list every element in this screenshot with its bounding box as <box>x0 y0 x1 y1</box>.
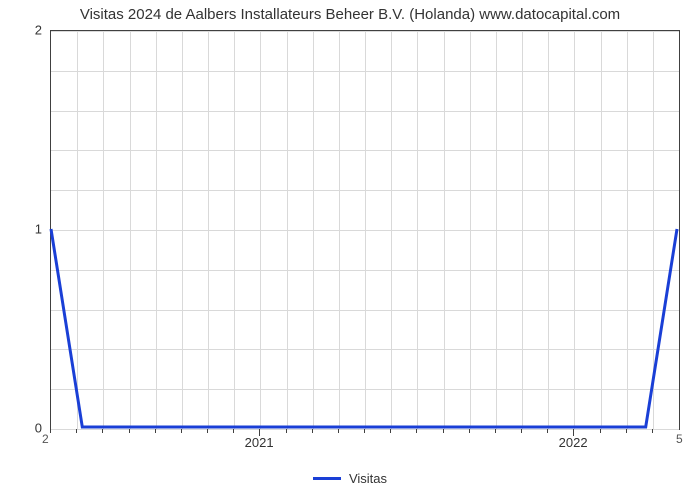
x-tick-minor <box>521 429 522 433</box>
legend-swatch <box>313 477 341 480</box>
plot-area <box>50 30 680 430</box>
x-tick-minor <box>443 429 444 433</box>
corner-right-label: 5 <box>676 432 683 446</box>
y-tick-label: 2 <box>12 23 42 38</box>
x-tick-minor <box>547 429 548 433</box>
x-tick-minor <box>495 429 496 433</box>
x-tick-minor <box>469 429 470 433</box>
x-tick-minor <box>233 429 234 433</box>
x-tick-minor <box>364 429 365 433</box>
x-tick-minor <box>207 429 208 433</box>
x-tick-minor <box>338 429 339 433</box>
y-tick-label: 1 <box>12 222 42 237</box>
x-tick-minor <box>155 429 156 433</box>
x-tick-minor <box>50 429 51 433</box>
x-tick-minor <box>390 429 391 433</box>
x-tick-minor <box>76 429 77 433</box>
x-tick-minor <box>312 429 313 433</box>
x-tick-label: 2021 <box>245 435 274 450</box>
corner-left-label: 2 <box>42 432 49 446</box>
legend: Visitas <box>0 470 700 486</box>
chart-title: Visitas 2024 de Aalbers Installateurs Be… <box>0 6 700 23</box>
x-tick-minor <box>416 429 417 433</box>
x-tick-label: 2022 <box>559 435 588 450</box>
y-tick-label: 0 <box>12 421 42 436</box>
x-tick-minor <box>626 429 627 433</box>
x-tick-minor <box>286 429 287 433</box>
x-tick-minor <box>652 429 653 433</box>
x-tick-minor <box>600 429 601 433</box>
x-tick-minor <box>102 429 103 433</box>
x-tick-minor <box>129 429 130 433</box>
legend-label: Visitas <box>349 471 387 486</box>
x-tick-minor <box>181 429 182 433</box>
line-series <box>51 31 679 429</box>
